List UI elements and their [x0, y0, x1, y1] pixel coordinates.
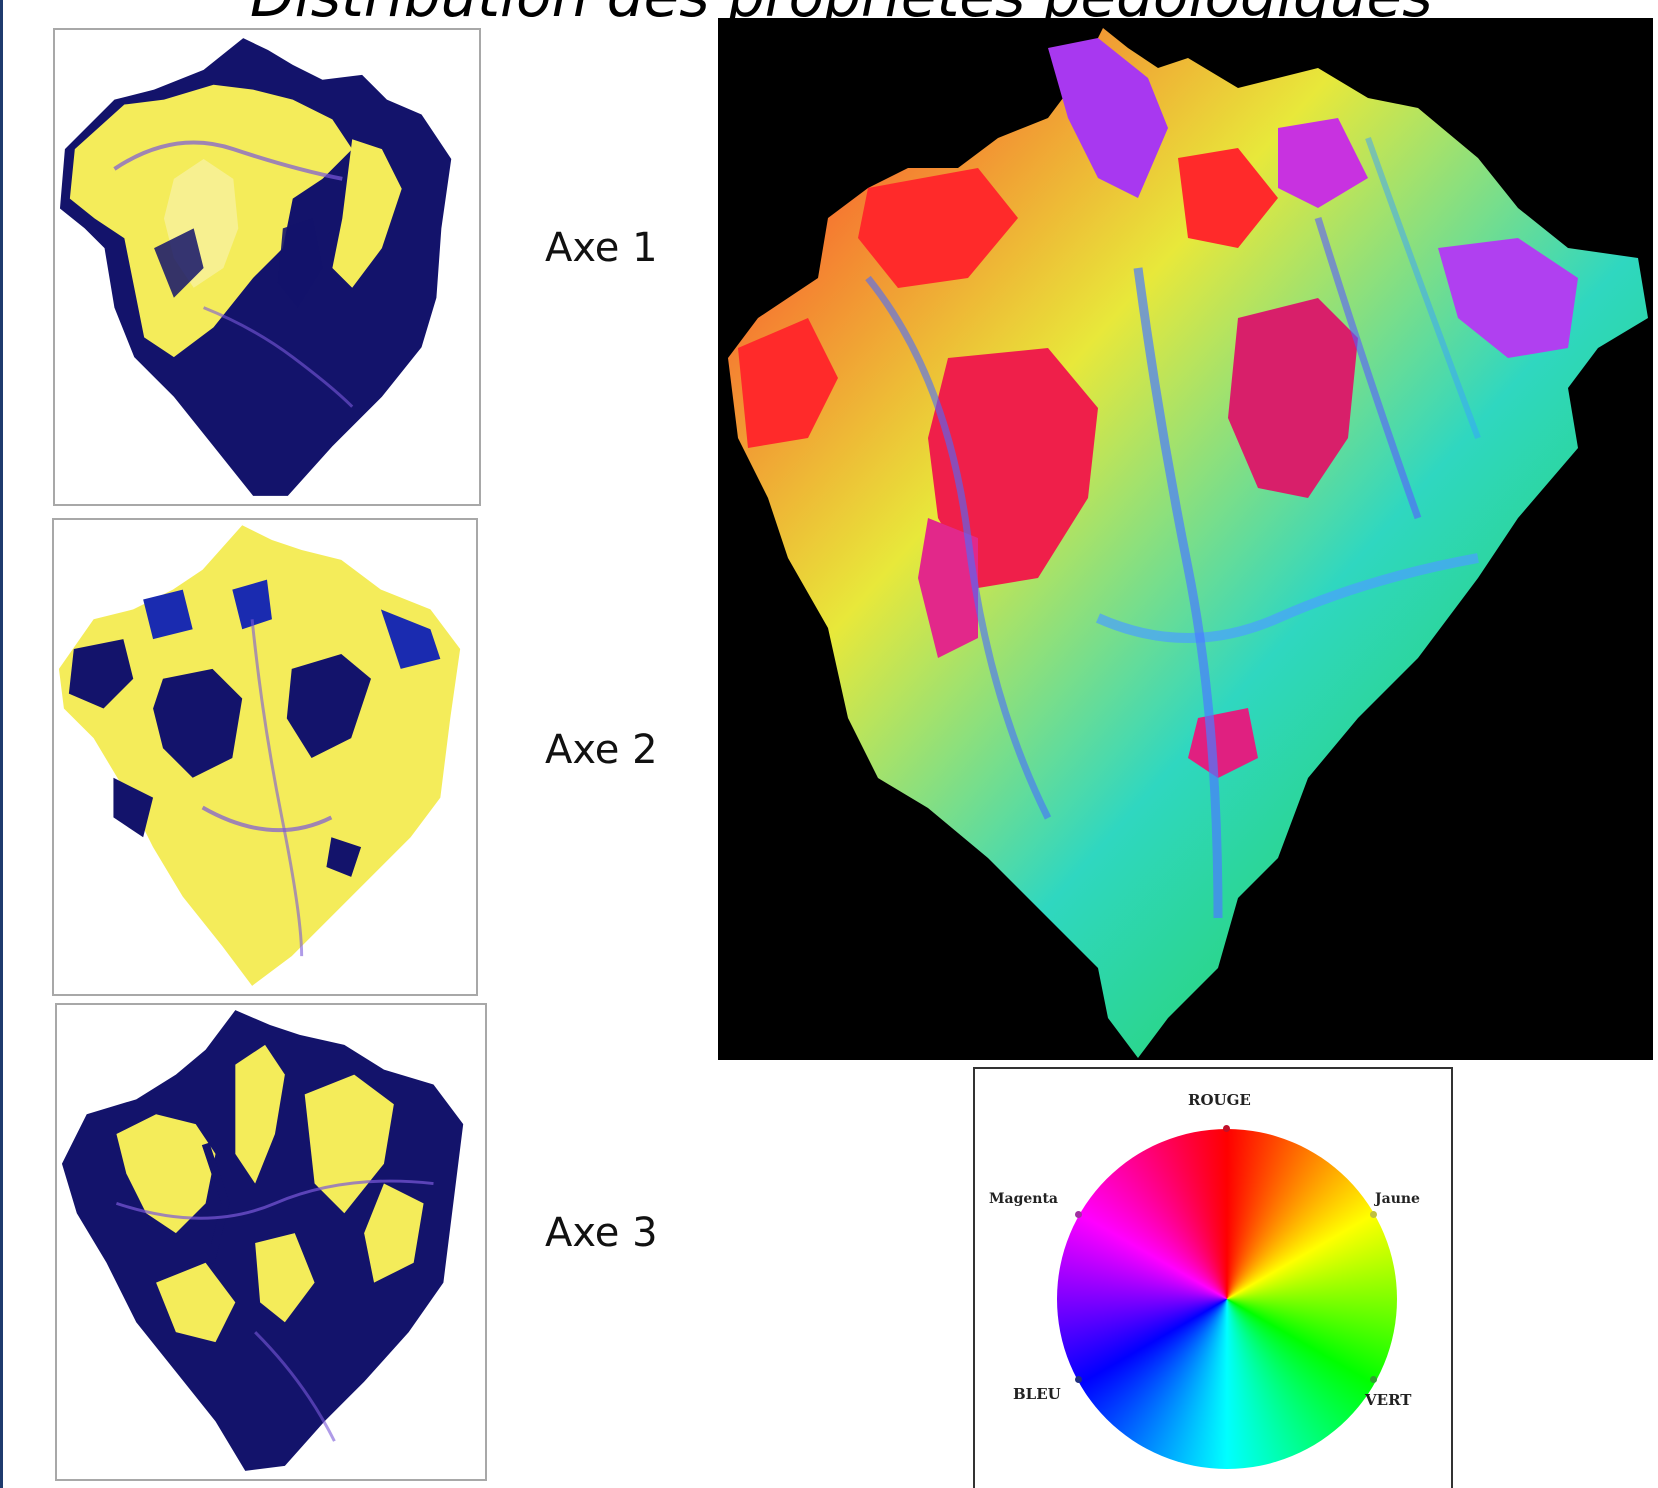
axe3-label: Axe 3 — [545, 1210, 658, 1256]
axe2-label: Axe 2 — [545, 727, 658, 773]
axe2-map-panel — [52, 518, 478, 996]
composite-rgb-map — [718, 18, 1653, 1060]
tick-bleu — [1075, 1376, 1082, 1383]
legend-vert-label: VERT — [1365, 1391, 1412, 1409]
legend-magenta-label: Magenta — [989, 1191, 1058, 1207]
composite-map-svg — [728, 28, 1648, 1058]
axe1-map-panel — [53, 28, 481, 506]
color-wheel-legend: ROUGE Jaune VERT BLEU Magenta — [973, 1067, 1453, 1488]
axe2-map — [58, 525, 461, 986]
color-wheel — [1057, 1129, 1397, 1469]
tick-magenta — [1075, 1211, 1082, 1218]
axe3-map — [61, 1010, 464, 1471]
axe3-map-panel — [55, 1003, 487, 1481]
tick-jaune — [1370, 1211, 1377, 1218]
legend-rouge-label: ROUGE — [1188, 1091, 1251, 1109]
left-frame-border — [0, 0, 3, 1488]
tick-vert — [1370, 1376, 1377, 1383]
legend-jaune-label: Jaune — [1375, 1191, 1420, 1207]
axe1-label: Axe 1 — [545, 225, 658, 271]
axe1-map — [59, 38, 452, 496]
tick-rouge — [1223, 1125, 1230, 1132]
legend-bleu-label: BLEU — [1013, 1385, 1061, 1403]
